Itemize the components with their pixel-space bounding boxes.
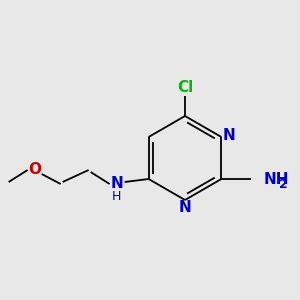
Text: N: N [110,176,123,191]
Text: O: O [28,163,41,178]
Text: Cl: Cl [177,80,193,95]
Text: N: N [178,200,191,215]
Text: NH: NH [263,172,289,187]
Text: H: H [112,190,121,202]
Text: N: N [223,128,236,142]
Text: 2: 2 [279,178,288,190]
